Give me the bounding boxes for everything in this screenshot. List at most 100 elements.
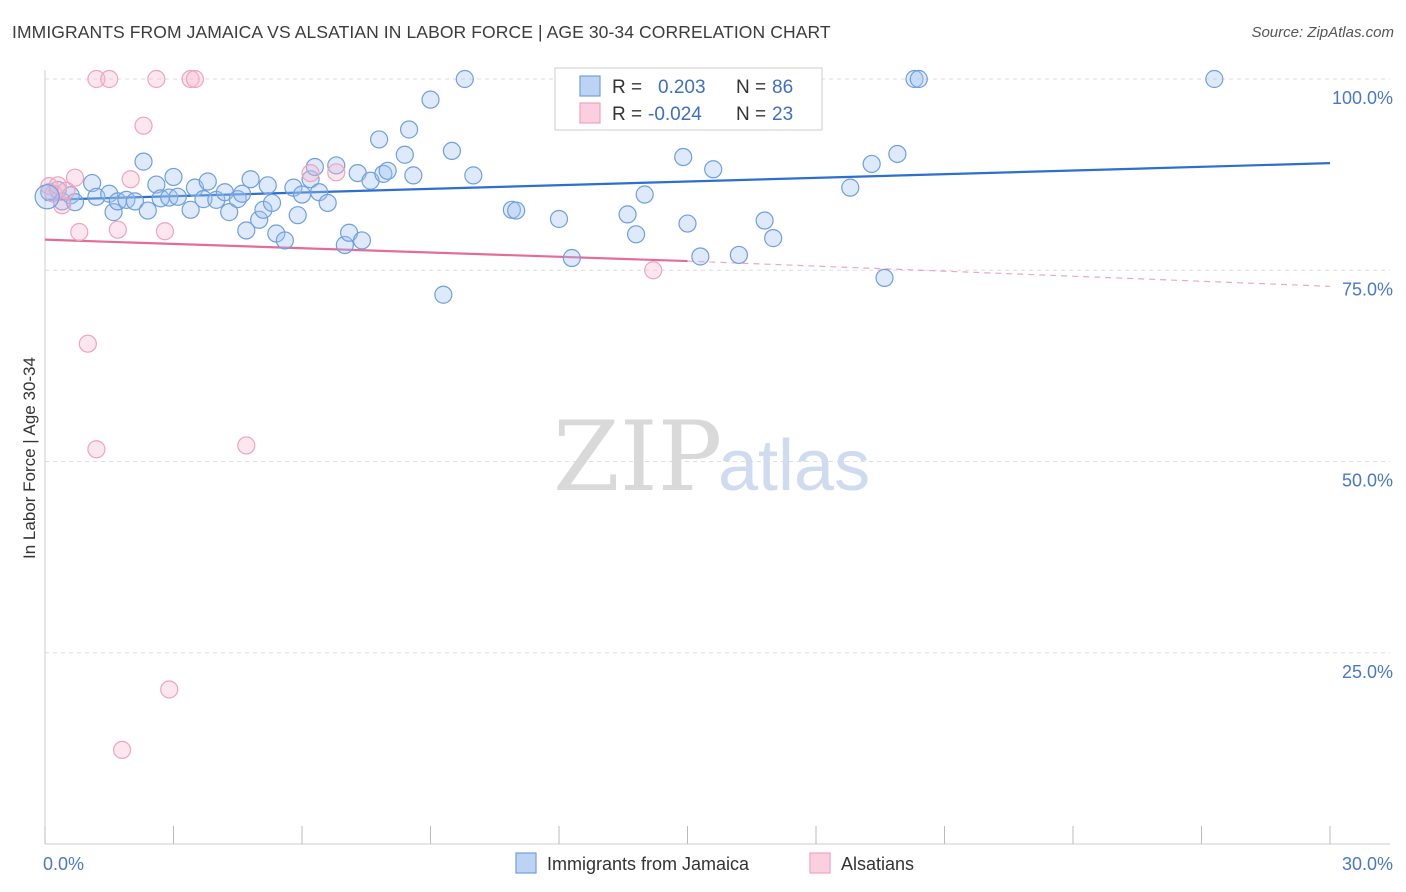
point-jamaica-66 [635, 185, 654, 204]
point-jamaica-21 [194, 190, 213, 209]
point-jamaica-62 [549, 209, 569, 229]
series-legend: Immigrants from Jamaica Alsatians [515, 852, 914, 874]
y-tick-labels: 25.0% 50.0% 75.0% 100.0% [1332, 88, 1393, 682]
point-jamaica-56 [434, 285, 453, 304]
y-axis-label: In Labor Force | Age 30-34 [20, 357, 39, 559]
point-jamaica-58 [455, 69, 474, 89]
point-alsatians-7 [78, 334, 97, 353]
watermark-atlas: atlas [718, 426, 870, 506]
point-alsatians-6 [70, 222, 89, 242]
point-jamaica-70 [704, 160, 723, 179]
legend-r-value-2: -0.024 [648, 104, 702, 125]
point-jamaica-57 [442, 141, 462, 161]
trend-line-jamaica [44, 162, 1331, 201]
legend-r-label-2: R = [612, 104, 642, 125]
point-jamaica-14 [147, 175, 166, 194]
point-jamaica-51 [378, 161, 397, 180]
legend-r-label-1: R = [612, 77, 642, 98]
legend-n-label-1: N = [736, 77, 766, 98]
x-tick-labels: 0.0% 30.0% [43, 854, 1393, 874]
point-jamaica-69 [691, 247, 710, 266]
point-jamaica-18 [168, 187, 187, 206]
point-jamaica-65 [626, 225, 646, 244]
point-jamaica-76 [875, 268, 894, 287]
y-tick-label-0: 25.0% [1342, 662, 1393, 682]
point-jamaica-32 [258, 176, 277, 195]
point-alsatians-5 [65, 168, 85, 187]
point-alsatians-22 [644, 261, 663, 280]
point-alsatians-11 [108, 220, 127, 239]
point-alsatians-21 [327, 163, 346, 182]
point-alsatians-13 [134, 116, 153, 135]
point-alsatians-15 [155, 222, 175, 241]
point-jamaica-43 [327, 156, 346, 175]
correlation-legend: R = 0.203 N = 86 R = -0.024 N = 23 [554, 67, 823, 131]
point-alsatians-18 [185, 69, 205, 89]
point-jamaica-17 [164, 167, 183, 187]
point-jamaica-74 [841, 178, 860, 197]
point-alsatians-23 [112, 740, 132, 760]
point-alsatians-20 [301, 163, 320, 183]
point-jamaica-64 [618, 205, 637, 224]
legend-n-label-2: N = [736, 104, 766, 125]
point-jamaica-54 [404, 166, 423, 185]
source-label: Source: ZipAtlas.com [1251, 24, 1394, 41]
point-jamaica-37 [288, 206, 307, 225]
point-jamaica-49 [370, 130, 389, 149]
point-jamaica-11 [125, 192, 145, 211]
series-legend-swatch-jamaica [515, 852, 537, 874]
point-jamaica-33 [262, 193, 282, 213]
point-jamaica-75 [862, 154, 881, 174]
point-jamaica-79 [909, 69, 928, 89]
legend-n-value-2: 23 [772, 104, 793, 125]
point-jamaica-29 [241, 170, 260, 189]
point-jamaica-13 [138, 201, 157, 220]
point-jamaica-19 [181, 200, 200, 219]
point-jamaica-53 [399, 120, 419, 139]
point-jamaica-67 [674, 147, 693, 167]
point-jamaica-80 [1205, 69, 1224, 89]
point-jamaica-8 [104, 203, 123, 222]
point-jamaica-47 [352, 231, 372, 250]
point-alsatians-10 [100, 69, 119, 89]
legend-swatch-pink [579, 102, 601, 124]
point-jamaica-25 [220, 203, 239, 222]
point-jamaica-large [34, 184, 60, 210]
point-jamaica-38 [292, 185, 312, 204]
page-title: IMMIGRANTS FROM JAMAICA VS ALSATIAN IN L… [12, 22, 831, 42]
point-jamaica-72 [755, 211, 774, 230]
y-tick-label-2: 75.0% [1342, 279, 1393, 299]
legend-r-value-1: 0.203 [658, 77, 706, 98]
series-legend-label-jamaica: Immigrants from Jamaica [547, 854, 750, 874]
point-jamaica-52 [395, 145, 414, 164]
point-alsatians-14 [147, 69, 166, 89]
point-alsatians-12 [121, 170, 140, 189]
point-alsatians-9 [87, 69, 106, 89]
point-alsatians-16 [160, 680, 179, 699]
legend-n-value-1: 86 [772, 77, 793, 98]
y-tick-label-1: 50.0% [1342, 471, 1393, 491]
point-jamaica-35 [275, 231, 294, 250]
gridlines [45, 78, 1390, 654]
point-jamaica-22 [198, 172, 217, 191]
x-tick-label-0: 0.0% [43, 854, 84, 874]
data-points [34, 69, 1224, 760]
point-jamaica-61 [507, 201, 526, 220]
point-jamaica-30 [250, 210, 269, 229]
y-tick-label-3: 100.0% [1332, 88, 1393, 108]
watermark: ZIP atlas [553, 401, 870, 513]
point-jamaica-42 [318, 193, 337, 213]
point-jamaica-77 [888, 144, 907, 164]
series-legend-swatch-alsatians [809, 852, 831, 874]
point-jamaica-5 [83, 173, 102, 193]
point-jamaica-63 [562, 248, 581, 268]
x-tick-label-1: 30.0% [1342, 854, 1393, 874]
point-jamaica-73 [764, 229, 783, 248]
point-alsatians-17 [181, 69, 200, 89]
point-jamaica-71 [729, 245, 749, 265]
point-jamaica-28 [237, 221, 256, 240]
point-alsatians-19 [237, 436, 256, 455]
point-alsatians-8 [87, 440, 106, 459]
point-jamaica-78 [905, 69, 924, 89]
